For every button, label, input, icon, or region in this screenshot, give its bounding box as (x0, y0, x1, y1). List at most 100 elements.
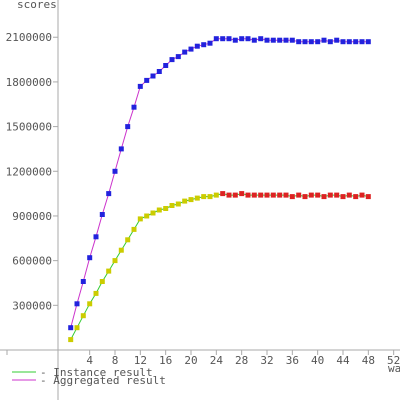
data-point-instance (213, 192, 219, 198)
data-point-aggregated (175, 54, 181, 60)
data-point-aggregated (220, 36, 226, 42)
data-point-aggregated (365, 39, 371, 45)
data-point-aggregated (340, 39, 346, 45)
data-point-aggregated (150, 73, 156, 79)
series-lines (70, 38, 369, 340)
data-point-instance (270, 192, 276, 198)
data-point-aggregated (112, 168, 118, 174)
data-point-instance (106, 268, 112, 274)
y-axis-label: scores (17, 0, 57, 11)
data-point-instance (150, 210, 156, 216)
data-point-instance (365, 194, 371, 200)
series-line-instance (70, 193, 369, 340)
x-tick-label: 48 (362, 354, 375, 367)
data-point-instance (353, 194, 359, 200)
data-point-aggregated (131, 104, 137, 110)
data-point-aggregated (270, 37, 276, 43)
y-tick-label: 600000 (12, 255, 52, 268)
data-point-aggregated (232, 37, 238, 43)
data-point-instance (125, 237, 131, 243)
data-point-aggregated (239, 36, 245, 42)
data-point-instance (346, 192, 352, 198)
y-tick-label: 1200000 (6, 165, 52, 178)
data-point-instance (251, 192, 257, 198)
data-point-aggregated (258, 36, 264, 42)
data-point-instance (340, 194, 346, 200)
legend: - Instance result- Aggregated result (12, 366, 166, 387)
data-point-instance (308, 192, 314, 198)
data-point-aggregated (251, 37, 257, 43)
data-point-aggregated (308, 39, 314, 45)
data-point-instance (220, 191, 226, 197)
data-point-instance (245, 192, 251, 198)
x-tick-label: 20 (184, 354, 197, 367)
data-point-instance (156, 207, 162, 213)
data-point-instance (327, 192, 333, 198)
data-point-instance (118, 247, 124, 253)
data-point-aggregated (296, 39, 302, 45)
data-point-aggregated (201, 42, 207, 48)
data-point-aggregated (99, 212, 105, 217)
x-tick-label: 36 (286, 354, 299, 367)
data-point-instance (258, 192, 264, 198)
data-point-instance (169, 203, 175, 208)
data-point-instance (175, 201, 181, 207)
data-point-instance (80, 313, 86, 319)
data-point-aggregated (207, 40, 213, 46)
y-tick-label: 1800000 (6, 76, 52, 89)
data-point-aggregated (169, 57, 175, 63)
x-tick-label: 24 (210, 354, 224, 367)
data-point-instance (283, 192, 289, 198)
data-point-aggregated (106, 191, 112, 197)
data-point-aggregated (163, 63, 169, 68)
data-point-aggregated (302, 39, 308, 45)
data-point-instance (321, 194, 327, 200)
data-point-instance (334, 192, 340, 198)
data-point-instance (188, 197, 194, 203)
data-point-aggregated (156, 69, 162, 74)
y-tick-label: 300000 (12, 299, 52, 312)
data-point-aggregated (118, 146, 124, 152)
data-point-aggregated (68, 325, 74, 331)
data-point-aggregated (327, 39, 333, 45)
y-tick-label: 900000 (12, 210, 52, 223)
series-line-aggregated (70, 38, 369, 328)
data-point-aggregated (264, 37, 270, 43)
data-point-aggregated (245, 36, 251, 42)
data-point-aggregated (125, 124, 131, 130)
data-point-aggregated (226, 36, 232, 42)
legend-label: - Aggregated result (40, 374, 166, 387)
data-point-aggregated (194, 43, 200, 49)
data-point-instance (296, 192, 302, 198)
data-point-instance (264, 192, 270, 198)
data-point-instance (99, 279, 105, 284)
data-point-instance (68, 337, 74, 343)
data-point-aggregated (144, 77, 150, 83)
x-axis-label: wa (388, 362, 400, 375)
data-point-instance (226, 192, 232, 198)
data-point-aggregated (182, 49, 188, 55)
x-tick-label: 44 (336, 354, 350, 367)
data-point-aggregated (74, 301, 80, 307)
data-point-aggregated (87, 255, 93, 261)
data-point-aggregated (213, 36, 219, 42)
data-point-instance (144, 213, 150, 219)
data-point-instance (289, 194, 295, 200)
data-point-aggregated (359, 39, 365, 45)
data-point-aggregated (334, 37, 340, 43)
data-point-aggregated (80, 279, 86, 284)
y-tick-label: 2100000 (6, 31, 52, 44)
data-point-aggregated (137, 83, 143, 89)
data-point-instance (239, 191, 245, 197)
data-point-aggregated (321, 37, 327, 43)
data-point-aggregated (289, 37, 295, 43)
data-point-aggregated (283, 37, 289, 43)
data-point-aggregated (346, 39, 352, 45)
data-point-instance (93, 290, 99, 296)
data-point-instance (277, 192, 283, 198)
data-point-instance (359, 192, 365, 198)
x-tick-label: 32 (260, 354, 273, 367)
x-tick-label: 28 (235, 354, 248, 367)
data-point-instance (163, 206, 169, 211)
